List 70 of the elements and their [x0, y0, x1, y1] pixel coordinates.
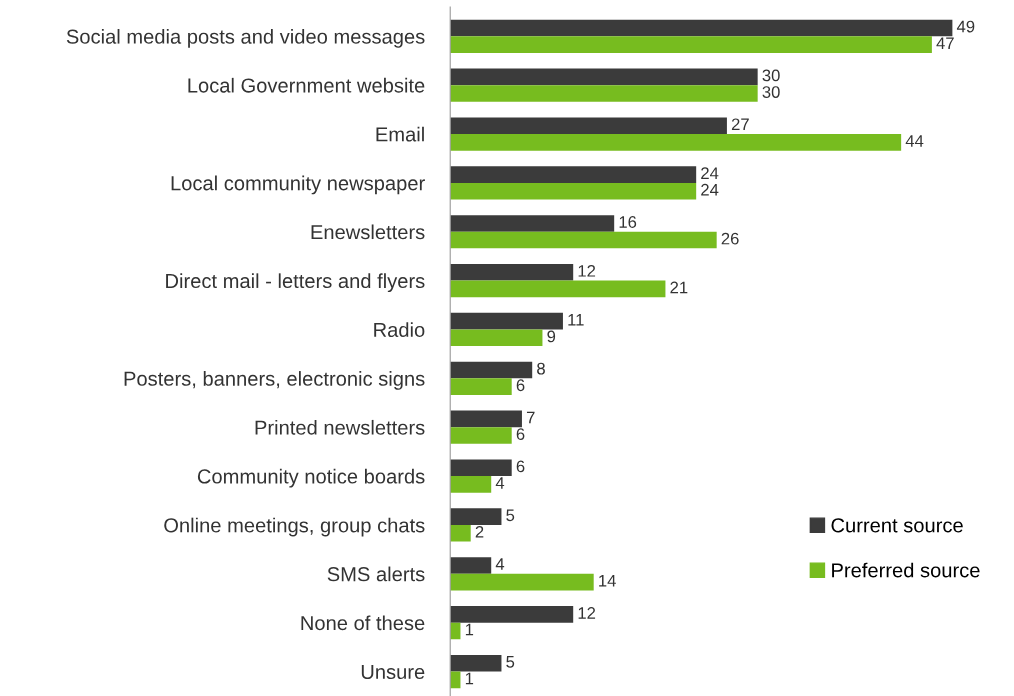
bar: [450, 182, 697, 200]
data-label: 12: [578, 264, 596, 277]
legend-label: Preferred source: [832, 562, 980, 578]
data-label: 6: [516, 460, 525, 473]
y-tick-label: Email: [376, 126, 424, 142]
bar: [450, 280, 666, 298]
bar: [450, 215, 615, 232]
data-label: 5: [506, 656, 515, 668]
y-tick-label: None of these: [301, 615, 425, 631]
bar: [450, 606, 574, 623]
data-label: 4: [495, 558, 505, 570]
data-label: 2: [475, 525, 484, 538]
data-label: 6: [516, 379, 525, 392]
data-label: 30: [762, 86, 780, 98]
y-tick-label: Social media posts and video messages: [66, 28, 425, 48]
legend-label: Current source: [831, 518, 963, 533]
data-label: 30: [762, 69, 780, 82]
y-tick-label: Online meetings, group chats: [164, 517, 425, 537]
data-label: 14: [599, 574, 616, 587]
bar: [450, 68, 758, 86]
bar: [450, 19, 953, 37]
data-label: 1: [465, 672, 474, 685]
bar: [450, 508, 502, 525]
data-label: 8: [537, 362, 545, 375]
bar: [450, 264, 574, 281]
data-label: 44: [905, 135, 924, 147]
bar: [450, 557, 492, 574]
data-label: 26: [721, 232, 739, 245]
data-label: 12: [578, 607, 596, 619]
bar: [450, 117, 727, 135]
bar: [450, 312, 563, 330]
data-label: 5: [506, 509, 515, 522]
y-tick-label: Community notice boards: [197, 468, 425, 488]
bar: [450, 36, 932, 53]
y-tick-label: Radio: [374, 322, 425, 337]
data-label: 21: [670, 281, 688, 294]
bar: [450, 427, 512, 444]
bar: [450, 231, 717, 249]
data-label: 24: [701, 167, 719, 179]
bar: [450, 329, 543, 347]
y-tick-label: SMS alerts: [327, 566, 425, 582]
data-label: 7: [526, 411, 535, 424]
bar: [450, 361, 533, 379]
data-label: 6: [516, 428, 525, 441]
bar: [450, 378, 512, 395]
data-label: 1: [465, 623, 474, 636]
y-tick-label: Posters, banners, electronic signs: [124, 371, 425, 390]
y-tick-label: Local community newspaper: [171, 175, 425, 195]
y-tick-label: Local Government website: [188, 77, 425, 93]
data-label: 11: [568, 314, 584, 326]
bar: [450, 85, 758, 102]
bar: [450, 410, 522, 428]
y-tick-label: Unsure: [361, 665, 425, 680]
bar: [450, 166, 697, 183]
data-label: 16: [619, 216, 637, 228]
data-label: 4: [495, 477, 505, 489]
data-label: 49: [956, 20, 975, 33]
bar: [450, 654, 502, 672]
bar: [450, 476, 492, 493]
bar: [450, 524, 471, 542]
bar: [450, 459, 512, 477]
bar: [450, 573, 594, 591]
y-tick-label: Direct mail - letters and flyers: [166, 273, 425, 293]
data-label: 47: [936, 37, 954, 49]
y-tick-label: Enewsletters: [311, 224, 425, 240]
data-label: 27: [731, 118, 749, 131]
data-label: 24: [701, 183, 719, 196]
bar: [450, 134, 902, 151]
y-tick-label: Printed newsletters: [255, 419, 425, 435]
data-label: 9: [547, 330, 556, 343]
